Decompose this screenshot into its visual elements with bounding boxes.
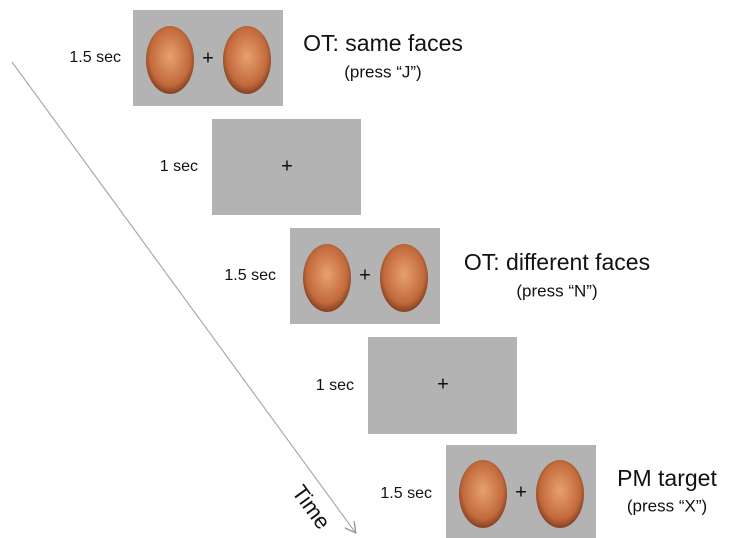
face xyxy=(459,460,507,528)
frame: + xyxy=(212,119,361,215)
fixation: + xyxy=(202,47,214,69)
duration: 1 sec xyxy=(160,158,198,175)
duration: 1.5 sec xyxy=(380,485,432,502)
fixation: + xyxy=(437,373,449,395)
fixation: + xyxy=(515,481,527,503)
trial-diagram: Time + 1.5 sec OT: same faces (press “J”… xyxy=(0,0,730,538)
face xyxy=(380,244,428,312)
frame: + xyxy=(368,337,517,434)
response-key: (press “X”) xyxy=(627,496,707,515)
condition-label: OT: same faces xyxy=(303,30,463,56)
face xyxy=(146,26,194,94)
duration: 1.5 sec xyxy=(69,49,121,66)
face xyxy=(303,244,351,312)
frame: + xyxy=(446,445,596,538)
time-label: Time xyxy=(287,480,335,534)
response-key: (press “N”) xyxy=(516,281,597,300)
frame: + xyxy=(290,228,440,324)
face xyxy=(536,460,584,528)
condition-label: PM target xyxy=(617,465,717,491)
frame: + xyxy=(133,10,283,106)
fixation: + xyxy=(359,264,371,286)
duration: 1 sec xyxy=(316,377,354,394)
duration: 1.5 sec xyxy=(224,267,276,284)
face xyxy=(223,26,271,94)
fixation: + xyxy=(281,155,293,177)
condition-label: OT: different faces xyxy=(464,249,650,275)
response-key: (press “J”) xyxy=(344,62,421,81)
